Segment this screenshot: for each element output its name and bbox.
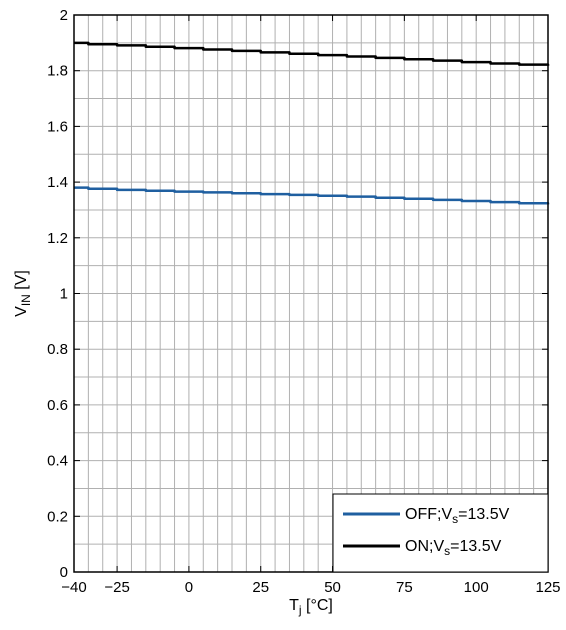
y-tick-label: 1 — [60, 286, 68, 303]
y-tick-label: 0.2 — [47, 508, 68, 525]
x-tick-labels: −40 −25 0 25 50 75 100 125 — [61, 579, 560, 596]
y-axis-label-main: V — [13, 306, 30, 317]
y-tick-label: 1.4 — [47, 174, 68, 191]
x-axis-label-main: T — [289, 597, 299, 614]
y-tick-label: 1.2 — [47, 230, 68, 247]
y-tick-label: 2 — [60, 7, 68, 24]
legend-label-off-tail: =13.5V — [458, 506, 509, 523]
y-tick-label: 0.6 — [47, 397, 68, 414]
legend-label-off-sub: s — [452, 512, 458, 526]
y-tick-label: 0.8 — [47, 341, 68, 358]
x-axis-label-sub: j — [298, 603, 302, 617]
y-tick-label: 1.8 — [47, 63, 68, 80]
y-tick-labels: 0 0.2 0.4 0.6 0.8 1 1.2 1.4 1.6 1.8 2 — [47, 7, 68, 581]
y-axis-label-unit: [V] — [13, 270, 30, 294]
x-axis-label-unit: [°C] — [302, 597, 333, 614]
x-tick-label: −25 — [104, 579, 129, 596]
x-axis-label: Tj [°C] — [289, 597, 333, 617]
y-axis-label-sub: IN — [19, 294, 33, 306]
legend-label-on-tail: =13.5V — [450, 538, 501, 555]
x-tick-label: 75 — [396, 579, 413, 596]
grid — [74, 15, 548, 572]
x-tick-label: −40 — [61, 579, 86, 596]
y-tick-label: 0.4 — [47, 453, 68, 470]
legend: OFF;Vs=13.5V ON;Vs=13.5V — [332, 493, 549, 573]
legend-label-on: ON;Vs=13.5V — [405, 538, 502, 558]
legend-label-on-main: ON;V — [405, 538, 444, 555]
y-tick-label: 0 — [60, 564, 68, 581]
legend-box — [332, 493, 549, 573]
legend-label-off-main: OFF;V — [405, 506, 452, 523]
legend-label-on-sub: s — [444, 544, 450, 558]
x-tick-label: 125 — [535, 579, 560, 596]
x-tick-label: 0 — [185, 579, 193, 596]
x-tick-label: 100 — [464, 579, 489, 596]
legend-label-off: OFF;Vs=13.5V — [405, 506, 510, 526]
x-tick-label: 25 — [252, 579, 269, 596]
series-line-on — [74, 41, 550, 66]
x-tick-label: 50 — [324, 579, 341, 596]
series-line-off — [74, 186, 550, 205]
series-lines — [74, 41, 550, 205]
y-axis-label: VIN [V] — [13, 270, 33, 317]
y-tick-label: 1.6 — [47, 118, 68, 135]
